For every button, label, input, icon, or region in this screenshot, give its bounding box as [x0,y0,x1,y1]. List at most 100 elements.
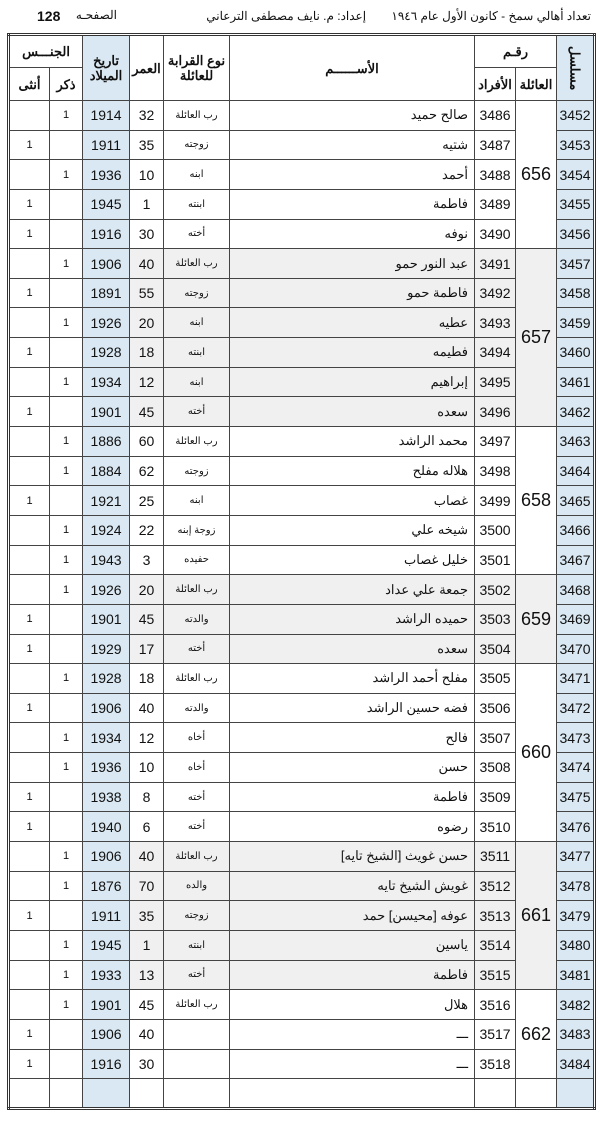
table-row: 3457 657 3491 عبد النور حمو رب العائلة 40 1906… [7,248,596,428]
cell-female [7,959,51,991]
cell-male: 1 [49,959,84,991]
cell-serial: 3461 [556,366,596,398]
cell-birth-year: 1911 [82,900,131,931]
table-row: 3461 3495 إبراهيم ابنه 12 1934 1 [7,366,596,398]
cell-family-number: 661 [515,841,558,991]
cell-serial: 3480 [556,929,596,961]
table-row: 3479 3513 عوفه [محيسن] حمد زوجته 35 1911 1 [7,900,596,931]
cell-relation: أخته [163,811,231,843]
cell-name: حميده الراشد [229,603,476,635]
table-row: 3476 3510 رضوه أخته 6 1940 1 [7,811,596,843]
cell-female [7,248,51,279]
cell-age: 12 [129,722,165,754]
census-title: تعداد أهالي سمخ - كانون الأول عام ١٩٤٦ [391,9,591,23]
empty-cell [82,1078,131,1109]
cell-relation: رب العائلة [163,989,231,1020]
cell-relation: أخته [163,396,231,428]
cell-male: 1 [49,574,84,605]
cell-birth-year: 1924 [82,514,131,546]
cell-age: 3 [129,544,165,576]
cell-serial: 3479 [556,900,596,931]
cell-female: 1 [7,188,51,220]
header-relation: نوع القرابة للعائلة [163,34,231,101]
cell-birth-year: 1901 [82,396,131,428]
cell-member-number: 3511 [474,841,517,872]
table-row: 3480 3514 ياسين ابنته 1 1945 1 [7,929,596,961]
table-row: 3463 658 3497 محمد الراشد رب العائلة 60 1886 1 [7,426,596,576]
cell-serial: 3482 [556,989,596,1020]
header-sex: الجنـــس [7,34,84,68]
cell-age: 40 [129,692,165,724]
cell-birth-year: 1891 [82,277,131,309]
header-number: رقـم [474,34,558,68]
cell-male: 1 [49,307,84,339]
cell-serial: 3468 [556,574,596,605]
cell-relation: زوجته [163,277,231,309]
cell-name: صالح حميد [229,100,476,131]
cell-relation: ابنته [163,929,231,961]
cell-birth-year: 1884 [82,455,131,487]
cell-male [49,485,84,516]
cell-member-number: 3498 [474,455,517,487]
cell-member-number: 3500 [474,514,517,546]
cell-member-number: 3512 [474,870,517,902]
cell-female [7,159,51,190]
cell-birth-year: 1928 [82,337,131,368]
cell-male [49,129,84,161]
cell-relation: أخته [163,218,231,250]
cell-member-number: 3513 [474,900,517,931]
empty-cell [163,1078,231,1109]
cell-female: 1 [7,900,51,931]
cell-serial: 3464 [556,455,596,487]
cell-member-number: 3510 [474,811,517,843]
cell-serial: 3456 [556,218,596,250]
cell-age: 30 [129,218,165,250]
cell-name: فالح [229,722,476,754]
cell-male [49,1018,84,1050]
cell-relation [163,1048,231,1080]
cell-relation: حفيده [163,544,231,576]
cell-relation: رب العائلة [163,100,231,131]
cell-age: 18 [129,337,165,368]
cell-age: 17 [129,633,165,665]
cell-female [7,929,51,961]
cell-relation: أخته [163,781,231,813]
table-row: 3482 662 3516 هلال رب العائلة 45 1901 1 [7,989,596,1080]
cell-birth-year: 1928 [82,663,131,694]
cell-member-number: 3499 [474,485,517,516]
cell-male [49,811,84,843]
cell-relation: رب العائلة [163,426,231,457]
cell-serial: 3462 [556,396,596,428]
cell-birth-year: 1906 [82,248,131,279]
document-title: تعداد أهالي سمخ - كانون الأول عام ١٩٤٦ إ… [125,9,593,23]
cell-male [49,1048,84,1080]
cell-male: 1 [49,722,84,754]
cell-female: 1 [7,277,51,309]
cell-name: عوفه [محيسن] حمد [229,900,476,931]
cell-birth-year: 1938 [82,781,131,813]
cell-member-number: 3492 [474,277,517,309]
cell-member-number: 3494 [474,337,517,368]
page-label: الصفحـه [75,8,117,22]
empty-cell [556,1078,596,1109]
cell-name: شتيه [229,129,476,161]
cell-relation: زوجته [163,129,231,161]
cell-serial: 3467 [556,544,596,576]
cell-relation: ابنته [163,337,231,368]
cell-serial: 3459 [556,307,596,339]
cell-member-number: 3491 [474,248,517,279]
cell-member-number: 3504 [474,633,517,665]
cell-age: 6 [129,811,165,843]
cell-age: 32 [129,100,165,131]
cell-serial: 3457 [556,248,596,279]
cell-female: 1 [7,633,51,665]
cell-male [49,900,84,931]
cell-birth-year: 1876 [82,870,131,902]
cell-serial: 3484 [556,1048,596,1080]
cell-member-number: 3505 [474,663,517,694]
cell-name: إبراهيم [229,366,476,398]
cell-member-number: 3506 [474,692,517,724]
cell-serial: 3483 [556,1018,596,1050]
cell-male: 1 [49,455,84,487]
cell-age: 1 [129,188,165,220]
